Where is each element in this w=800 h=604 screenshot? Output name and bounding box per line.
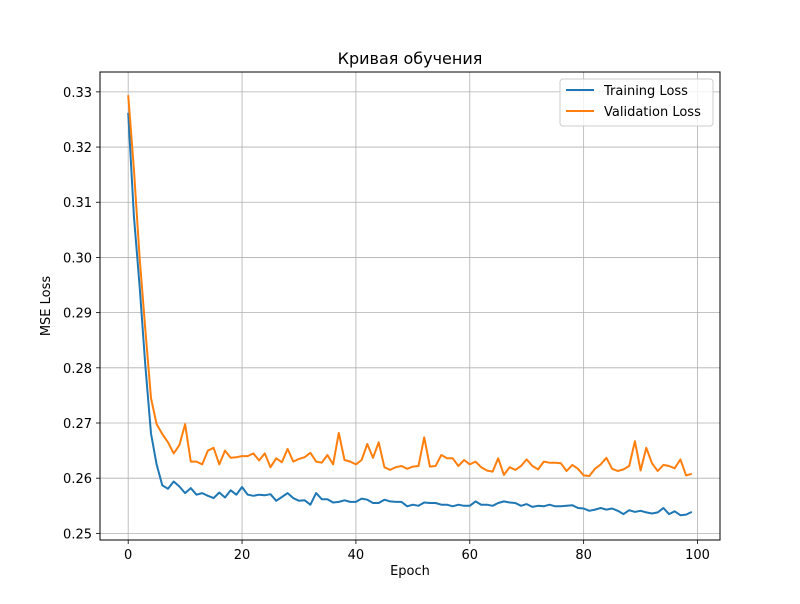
x-tick-label: 20 [234, 548, 251, 563]
y-tick-label: 0.30 [63, 251, 92, 266]
series-line-0 [127, 112, 693, 517]
y-tick-label: 0.26 [63, 472, 92, 487]
series-line-1 [127, 95, 693, 477]
y-tick-label: 0.29 [63, 307, 92, 322]
legend-label: Validation Loss [604, 105, 701, 120]
x-axis-label: Epoch [390, 564, 430, 579]
x-tick-label: 100 [685, 548, 710, 563]
x-tick-label: 80 [575, 548, 592, 563]
y-tick-label: 0.32 [63, 141, 92, 156]
x-tick-label: 40 [348, 548, 365, 563]
y-axis: 0.25 0.26 0.27 0.28 0.29 0.30 0.31 0.32 0.33 [63, 86, 100, 542]
x-axis: 0 20 40 60 80 100 [124, 540, 710, 563]
y-axis-label: MSE Loss [39, 276, 54, 337]
y-tick-label: 0.27 [63, 417, 92, 432]
legend-label: Training Loss [603, 84, 688, 99]
x-tick-label: 60 [462, 548, 479, 563]
grid [100, 72, 720, 540]
plot-area [127, 95, 693, 517]
y-tick-label: 0.31 [63, 196, 92, 211]
chart-title: Кривая обучения [338, 49, 483, 68]
x-tick-label: 0 [124, 548, 132, 563]
plot-frame [99, 71, 721, 541]
legend: Training Loss Validation Loss [559, 78, 714, 127]
y-tick-label: 0.25 [63, 527, 92, 542]
y-tick-label: 0.28 [63, 362, 92, 377]
y-tick-label: 0.33 [63, 86, 92, 101]
legend-box [559, 78, 714, 127]
